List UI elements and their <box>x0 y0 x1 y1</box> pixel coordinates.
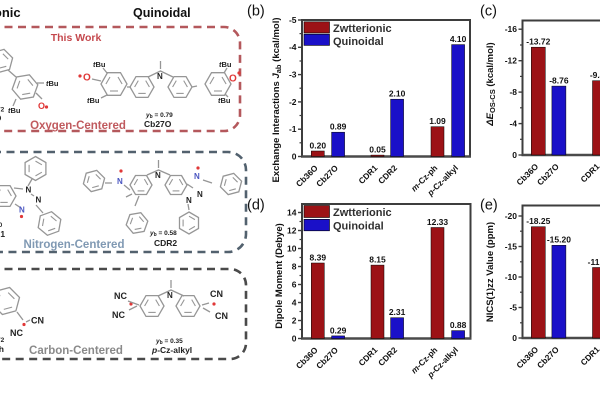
svg-text:-5: -5 <box>509 302 517 312</box>
svg-text:NC: NC <box>112 310 125 320</box>
svg-text:tBu: tBu <box>46 79 59 88</box>
svg-text:N: N <box>117 177 123 186</box>
svg-text:= 0.72: = 0.72 <box>0 337 5 344</box>
svg-text:NICS(1)zz Value (ppm): NICS(1)zz Value (ppm) <box>485 222 496 322</box>
svg-text:N: N <box>167 291 173 300</box>
svg-text:1.09: 1.09 <box>429 116 446 126</box>
svg-text:CN: CN <box>215 311 228 321</box>
svg-text:-5: -5 <box>289 15 297 25</box>
svg-text:(e): (e) <box>480 198 498 214</box>
svg-text:N: N <box>36 196 42 205</box>
svg-text:-2: -2 <box>289 97 297 107</box>
svg-text:10: 10 <box>287 243 297 253</box>
svg-text:m-Cz-ph: m-Cz-ph <box>0 344 4 354</box>
svg-text:Carbon-Centered: Carbon-Centered <box>29 345 123 357</box>
svg-text:N: N <box>155 171 161 180</box>
svg-text:erionic: erionic <box>0 5 21 20</box>
svg-text:tBu: tBu <box>8 106 21 115</box>
svg-text:Zwtterionic: Zwtterionic <box>333 207 392 219</box>
svg-text:0.89: 0.89 <box>330 122 347 132</box>
svg-text:p-Cz-alkyl: p-Cz-alkyl <box>151 345 192 355</box>
svg-text:-4: -4 <box>509 119 517 129</box>
svg-text:4: 4 <box>292 297 297 307</box>
svg-text:ΔEOS-CS (kcal/mol): ΔEOS-CS (kcal/mol) <box>485 42 497 126</box>
svg-text:NC: NC <box>10 328 23 338</box>
svg-text:-11.56: -11.56 <box>588 257 600 267</box>
svg-text:-8: -8 <box>509 87 517 97</box>
svg-text:Quinoidal: Quinoidal <box>333 221 384 233</box>
svg-text:tBu: tBu <box>219 60 232 69</box>
svg-text:N: N <box>19 206 25 215</box>
svg-text:2.10: 2.10 <box>389 89 406 99</box>
svg-text:8.15: 8.15 <box>369 255 386 265</box>
svg-text:8: 8 <box>292 261 297 271</box>
svg-text:Quinoidal: Quinoidal <box>333 36 384 48</box>
svg-text:N: N <box>186 196 192 205</box>
svg-text:2: 2 <box>292 315 297 325</box>
svg-text:yb = 0.58: yb = 0.58 <box>149 230 177 238</box>
svg-text:O: O <box>83 73 91 84</box>
svg-text:4.10: 4.10 <box>450 34 467 44</box>
svg-text:N: N <box>157 72 163 81</box>
svg-text:-20: -20 <box>505 211 518 221</box>
svg-text:NC: NC <box>114 291 127 301</box>
svg-text:0: 0 <box>512 150 517 160</box>
svg-text:-18.25: -18.25 <box>526 216 550 226</box>
svg-text:N: N <box>26 186 32 195</box>
svg-text:O: O <box>38 101 45 111</box>
svg-text:tBu: tBu <box>87 96 100 105</box>
svg-text:Dipole Moment (Debye): Dipole Moment (Debye) <box>274 223 285 329</box>
svg-text:0: 0 <box>292 333 297 343</box>
svg-text:N: N <box>197 190 203 199</box>
svg-text:Cb27O: Cb27O <box>144 119 172 129</box>
svg-text:6: 6 <box>292 279 297 289</box>
svg-text:12: 12 <box>287 225 297 235</box>
svg-text:Oxygen-Centered: Oxygen-Centered <box>30 120 126 132</box>
svg-text:Zwtterionic: Zwtterionic <box>333 23 392 35</box>
svg-text:0.29: 0.29 <box>330 325 347 335</box>
svg-text:CDR1: CDR1 <box>0 229 5 239</box>
svg-text:0.20: 0.20 <box>310 140 327 150</box>
svg-text:8.39: 8.39 <box>310 252 327 262</box>
svg-text:-15.20: -15.20 <box>547 235 571 245</box>
svg-text:0: 0 <box>292 151 297 161</box>
svg-text:CN: CN <box>31 316 44 326</box>
svg-text:-12: -12 <box>505 56 518 66</box>
svg-text:Quinoidal: Quinoidal <box>133 6 191 20</box>
svg-text:2.31: 2.31 <box>389 307 406 317</box>
svg-text:0.88: 0.88 <box>450 320 467 330</box>
svg-text:-10: -10 <box>505 272 518 282</box>
svg-text:14: 14 <box>287 207 297 217</box>
svg-text:(c): (c) <box>480 4 497 20</box>
svg-text:(d): (d) <box>247 198 265 214</box>
svg-text:O: O <box>229 74 237 85</box>
svg-text:CDR2: CDR2 <box>154 238 177 248</box>
svg-text:-8.76: -8.76 <box>549 76 569 86</box>
svg-text:CN: CN <box>210 289 223 299</box>
svg-text:-1: -1 <box>289 124 297 134</box>
svg-text:Nitrogen-Centered: Nitrogen-Centered <box>24 239 125 251</box>
svg-text:0: 0 <box>512 333 517 343</box>
svg-text:-4: -4 <box>289 42 297 52</box>
svg-text:N: N <box>194 172 200 181</box>
svg-text:12.33: 12.33 <box>427 217 449 227</box>
svg-text:(b): (b) <box>247 4 265 20</box>
svg-text:= 0.50: = 0.50 <box>0 222 3 229</box>
svg-text:-9.45: -9.45 <box>590 70 600 80</box>
svg-text:-16: -16 <box>505 24 518 34</box>
svg-text:-3: -3 <box>289 70 297 80</box>
svg-text:tBu: tBu <box>218 96 231 105</box>
svg-text:This Work: This Work <box>51 32 102 44</box>
svg-text:Exchange Interactions Jab (kca: Exchange Interactions Jab (kcal/mol) <box>271 17 283 182</box>
svg-text:0.05: 0.05 <box>369 145 386 155</box>
svg-text:-15: -15 <box>505 241 518 251</box>
svg-text:-13.72: -13.72 <box>526 37 550 47</box>
svg-text:tBu: tBu <box>93 60 106 69</box>
